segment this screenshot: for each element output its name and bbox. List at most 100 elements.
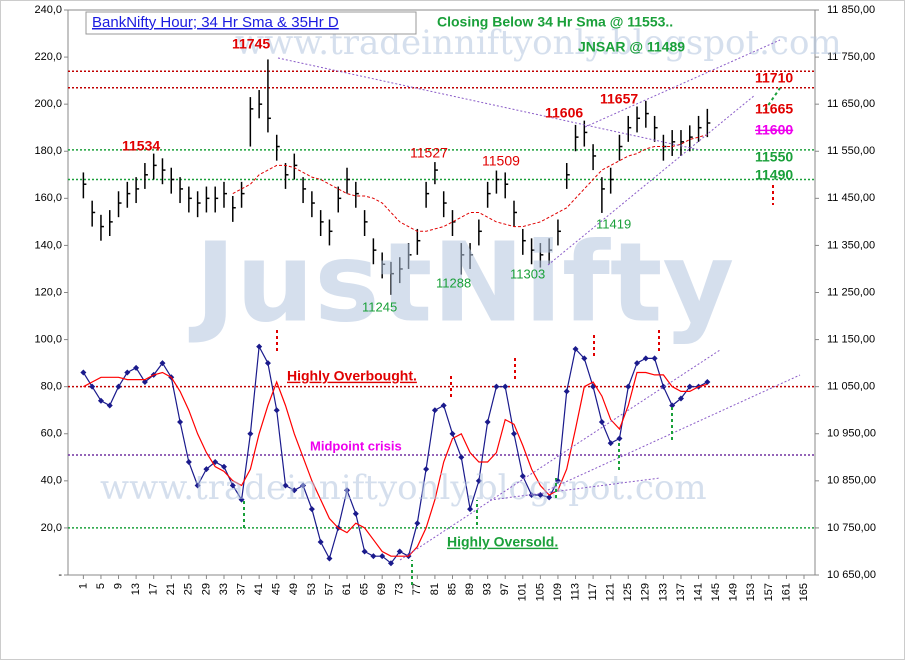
- x-tick-label: 153: [745, 583, 757, 601]
- point-marker: [572, 346, 579, 352]
- point-marker: [581, 355, 588, 362]
- point-marker: [220, 463, 227, 470]
- x-tick-label: 133: [657, 583, 669, 601]
- annotation: 11550: [755, 149, 793, 165]
- y-tick-label: 80,0: [41, 381, 62, 393]
- x-tick-label: 21: [165, 583, 177, 595]
- point-marker: [493, 383, 500, 390]
- x-tick-label: 97: [499, 583, 511, 595]
- point-marker: [440, 402, 447, 409]
- annotation: 11745: [232, 36, 270, 52]
- point-marker: [177, 418, 184, 425]
- arrows: [243, 87, 781, 585]
- point-marker: [598, 418, 605, 425]
- y2-tick-label: 11 250,00: [827, 286, 875, 298]
- y-tick-label: -: [58, 569, 62, 581]
- point-marker: [458, 454, 465, 461]
- annotation: Highly Overbought.: [287, 368, 417, 384]
- point-marker: [133, 364, 140, 371]
- point-marker: [326, 555, 333, 562]
- annotation: 11710: [755, 70, 793, 86]
- point-marker: [159, 360, 166, 367]
- x-tick-label: 81: [429, 583, 441, 595]
- x-tick-label: 117: [587, 583, 599, 601]
- point-marker: [607, 440, 614, 447]
- annotation: 11534: [122, 138, 160, 154]
- annotation: JNSAR @ 11489: [578, 39, 685, 55]
- point-marker: [475, 477, 482, 484]
- point-marker: [686, 383, 693, 390]
- x-tick-label: 25: [183, 583, 195, 595]
- x-tick-label: 57: [323, 583, 335, 595]
- watermark: www.tradeinniftyonly.blogspot.com: [100, 468, 707, 508]
- y2-tick-label: 11 650,00: [827, 98, 875, 110]
- y2-tick-label: 11 050,00: [827, 381, 875, 393]
- x-tick-label: 129: [640, 583, 652, 601]
- point-marker: [89, 383, 96, 390]
- point-marker: [511, 430, 518, 437]
- x-tick-label: 125: [622, 583, 634, 601]
- point-marker: [203, 466, 210, 473]
- x-tick-label: 33: [218, 583, 230, 595]
- x-tick-label: 93: [482, 583, 494, 595]
- x-tick-label: 13: [130, 583, 142, 595]
- point-marker: [361, 548, 368, 555]
- point-marker: [449, 430, 456, 437]
- point-marker: [625, 383, 632, 390]
- point-marker: [115, 383, 122, 390]
- series-line: [232, 134, 708, 232]
- title-box: [85, 11, 417, 35]
- point-marker: [352, 510, 359, 517]
- x-tick-label: 109: [552, 583, 564, 601]
- point-marker: [634, 360, 641, 367]
- y2-tick-label: 11 850,00: [827, 4, 875, 16]
- point-marker: [467, 506, 474, 513]
- x-tick-label: 29: [200, 583, 212, 595]
- plot-area: [67, 9, 816, 576]
- point-marker: [141, 378, 148, 385]
- y-tick-label: 20,0: [41, 522, 62, 534]
- point-marker: [414, 520, 421, 527]
- y2-tick-label: 11 550,00: [827, 145, 875, 157]
- x-tick-label: 17: [148, 583, 160, 595]
- chart-title: BankNifty Hour; 34 Hr Sma & 35Hr D: [92, 14, 339, 31]
- x-tick-label: 149: [728, 583, 740, 601]
- point-marker: [396, 548, 403, 555]
- y-tick-label: 60,0: [41, 428, 62, 440]
- point-marker: [616, 435, 623, 442]
- point-marker: [484, 418, 491, 425]
- point-marker: [370, 553, 377, 560]
- point-marker: [704, 378, 711, 385]
- point-marker: [379, 553, 386, 560]
- x-tick-label: 145: [710, 583, 722, 601]
- annotation: 11527: [410, 145, 448, 161]
- x-tick-label: 49: [288, 583, 300, 595]
- trend-line: [547, 94, 756, 266]
- x-tick-label: 1: [77, 583, 89, 589]
- point-marker: [423, 466, 430, 473]
- x-tick-label: 101: [517, 583, 529, 601]
- point-marker: [317, 539, 324, 546]
- watermark: JustNifty: [188, 218, 734, 346]
- annotation: 11303: [510, 266, 545, 281]
- point-marker: [651, 355, 658, 362]
- point-marker: [387, 560, 394, 567]
- annotation: 11490: [755, 167, 793, 183]
- x-tick-label: 37: [235, 583, 247, 595]
- point-marker: [677, 395, 684, 402]
- y-tick-label: 220,0: [34, 51, 62, 63]
- point-marker: [546, 494, 553, 501]
- arrow: [764, 87, 781, 111]
- x-tick-label: 77: [411, 583, 423, 595]
- y-tick-label: 100,0: [34, 333, 62, 345]
- point-marker: [80, 369, 87, 376]
- y2-tick-label: 10 850,00: [827, 475, 876, 487]
- annotation: 11657: [600, 91, 638, 107]
- y2-tick-label: 10 750,00: [827, 522, 876, 534]
- y-tick-label: 180,0: [34, 145, 62, 157]
- x-tick-label: 85: [446, 583, 458, 595]
- point-marker: [502, 383, 509, 390]
- x-tick-label: 41: [253, 583, 265, 595]
